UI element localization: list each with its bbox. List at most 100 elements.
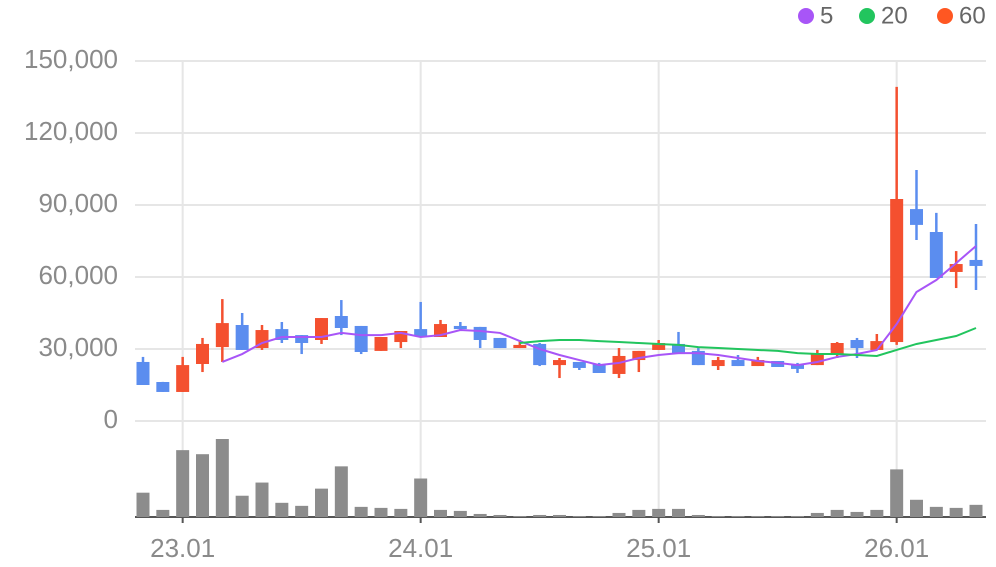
volume-bar (414, 478, 428, 517)
candle-body (513, 344, 527, 349)
volume-bar (612, 512, 626, 517)
volume-bar (870, 509, 884, 517)
candle-body (295, 335, 309, 343)
candle-body (929, 232, 943, 278)
volume-bar (513, 515, 527, 517)
legend-label: 5 (820, 2, 833, 29)
legend-dot (798, 8, 814, 24)
candle-body (731, 360, 745, 367)
candle-body (156, 382, 170, 392)
volume-bar (215, 439, 229, 517)
volume-bar (890, 469, 904, 517)
volume-bar (850, 511, 864, 517)
candle-body (830, 343, 844, 355)
y-tick-label: 60,000 (38, 260, 118, 290)
volume-bar (493, 514, 507, 517)
legend-dot (859, 8, 875, 24)
volume-bar (473, 513, 487, 517)
volume-bar (176, 450, 190, 517)
volume-bar (572, 515, 586, 517)
candle-body (850, 340, 864, 349)
x-tick-label: 25.01 (626, 533, 691, 563)
candle-body (691, 350, 705, 366)
candle-body (672, 343, 685, 355)
x-tick-label: 23.01 (150, 533, 215, 563)
volume-bar (295, 505, 309, 517)
volume-bar (632, 509, 646, 517)
y-tick-label: 30,000 (38, 332, 118, 362)
candle-body (473, 326, 487, 340)
volume-bar (672, 508, 685, 517)
legend-label: 20 (881, 2, 908, 29)
candle-body (215, 323, 229, 348)
volume-bar (652, 508, 666, 517)
candle-body (414, 329, 428, 337)
x-tick-label: 26.01 (864, 533, 929, 563)
volume-bar (711, 515, 725, 517)
candle-body (235, 325, 249, 350)
volume-bar (771, 515, 785, 517)
candle-body (255, 330, 269, 349)
candle-body (711, 360, 725, 367)
candle-body (334, 316, 348, 328)
candle-body (810, 354, 824, 366)
candle-body (176, 365, 190, 392)
legend-label: 60 (959, 2, 986, 29)
candle-body (751, 360, 765, 367)
volume-bar (592, 515, 606, 517)
candle-body (890, 199, 904, 343)
volume-bar (791, 515, 804, 517)
volume-bar (235, 495, 249, 517)
volume-bar (533, 514, 547, 517)
volume-bar (929, 506, 943, 517)
volume-bar (910, 499, 923, 517)
volume-bar (394, 508, 408, 517)
y-tick-label: 0 (104, 404, 118, 434)
volume-bar (810, 512, 824, 517)
candle-body (196, 343, 209, 364)
volume-bar (255, 482, 269, 517)
volume-bar (969, 504, 983, 517)
volume-bar (453, 510, 467, 517)
volume-bar (156, 509, 170, 517)
volume-bar (949, 507, 963, 517)
y-tick-label: 120,000 (24, 116, 118, 146)
candle-body (632, 350, 646, 361)
candle-body (136, 361, 150, 385)
volume-bar (691, 514, 705, 517)
volume-bar (374, 507, 388, 517)
candle-body (771, 361, 785, 367)
candle-body (374, 337, 388, 351)
ma-line (519, 327, 977, 357)
volume-bar (354, 506, 368, 517)
candle-body (652, 343, 666, 350)
candle-body (453, 325, 467, 330)
y-tick-label: 90,000 (38, 188, 118, 218)
candle-body (612, 355, 626, 374)
candle-body (791, 364, 804, 369)
candle-body (354, 325, 368, 352)
volume-bar (553, 514, 566, 517)
candle-body (592, 364, 606, 373)
candle-body (275, 329, 289, 340)
candle-body (870, 341, 884, 350)
candle-body (949, 264, 963, 272)
volume-bar (334, 466, 348, 517)
candle-body (572, 361, 586, 368)
candle-body (493, 337, 507, 349)
candle-body (553, 360, 566, 366)
x-tick-label: 24.01 (388, 533, 453, 563)
volume-bar (136, 492, 150, 517)
candle-body (315, 318, 328, 340)
volume-bar (315, 488, 328, 517)
volume-bar (731, 515, 745, 517)
volume-bar (434, 509, 447, 517)
y-tick-label: 150,000 (24, 44, 118, 74)
volume-bar (751, 515, 765, 517)
volume-bar (275, 502, 289, 517)
candle-body (969, 259, 983, 266)
candle-body (394, 331, 408, 343)
volume-bar (830, 509, 844, 517)
candle-body (910, 209, 923, 225)
